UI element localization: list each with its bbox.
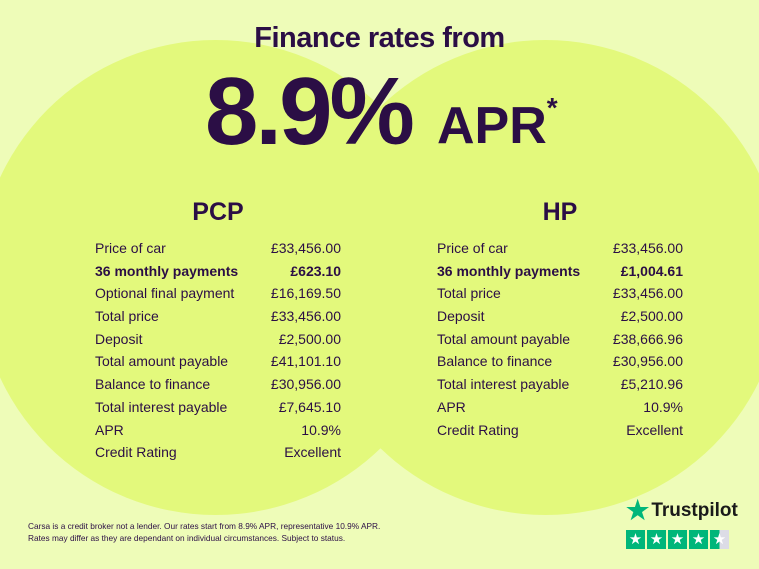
row-label: Credit Rating <box>95 444 177 461</box>
row-label: Price of car <box>437 240 508 256</box>
table-row: Total price £33,456.00 <box>95 305 341 328</box>
row-value: £38,666.96 <box>612 330 683 347</box>
row-value: £41,101.10 <box>270 353 341 370</box>
row-label: Total interest payable <box>95 398 228 415</box>
row-label: Total amount payable <box>437 330 571 347</box>
row-value: £2,500.00 <box>620 308 683 325</box>
row-label: Optional final payment <box>95 285 235 302</box>
apr-label: APR* <box>437 92 558 156</box>
disclaimer-line: Carsa is a credit broker not a lender. O… <box>28 521 381 531</box>
star-icon: ★ <box>710 530 729 549</box>
background-circle-right <box>308 40 759 515</box>
pcp-table: PCP Price of car £33,456.00 36 monthly paym… <box>95 198 341 464</box>
row-label: Total amount payable <box>95 353 229 370</box>
row-value: £2,500.00 <box>278 330 341 347</box>
pcp-title: PCP <box>192 198 244 226</box>
table-row: Credit Rating Excellent <box>437 419 683 442</box>
row-value: £16,169.50 <box>270 285 341 302</box>
table-row: Deposit £2,500.00 <box>437 305 683 328</box>
disclaimer: Carsa is a credit broker not a lender. O… <box>28 520 380 544</box>
row-value: Excellent <box>284 444 341 461</box>
row-label: Total price <box>437 285 501 302</box>
row-label: Total price <box>95 308 159 325</box>
row-label: Balance to finance <box>437 353 553 370</box>
table-row: Optional final payment £16,169.50 <box>95 282 341 305</box>
table-row: Deposit £2,500.00 <box>95 328 341 351</box>
table-row: Total interest payable £5,210.96 <box>437 373 683 396</box>
disclaimer-line: Rates may differ as they are dependant o… <box>28 533 346 543</box>
star-icon: ★ <box>689 530 708 549</box>
trustpilot-badge[interactable]: ★ Trustpilot ★ ★ ★ ★ ★ <box>626 495 738 549</box>
star-icon: ★ <box>626 495 650 525</box>
table-row: Total amount payable £41,101.10 <box>95 350 341 373</box>
table-row: 36 monthly payments £623.10 <box>95 260 341 283</box>
row-value: £1,004.61 <box>620 262 683 279</box>
row-label: APR <box>437 398 466 415</box>
row-label: 36 monthly payments <box>95 262 239 279</box>
asterisk: * <box>546 92 558 123</box>
row-label: Total interest payable <box>437 376 570 393</box>
apr-text: APR <box>437 97 547 155</box>
row-label: Balance to finance <box>95 376 211 393</box>
row-value: £7,645.10 <box>278 398 341 415</box>
row-value: £5,210.96 <box>620 376 683 393</box>
row-label: Deposit <box>437 308 485 325</box>
row-label: Price of car <box>95 240 166 256</box>
trustpilot-name: Trustpilot <box>651 499 738 521</box>
row-value: Excellent <box>626 421 683 438</box>
row-label: Credit Rating <box>437 421 519 438</box>
row-value: £33,456.00 <box>612 240 683 256</box>
row-value: 10.9% <box>301 421 341 438</box>
table-row: Price of car £33,456.00 <box>95 237 341 260</box>
table-row: Credit Rating Excellent <box>95 441 341 464</box>
row-value: £33,456.00 <box>270 240 341 256</box>
row-value: £623.10 <box>290 262 341 279</box>
row-value: £30,956.00 <box>270 376 341 393</box>
table-row: Price of car £33,456.00 <box>437 237 683 260</box>
star-icon: ★ <box>626 530 645 549</box>
table-row: 36 monthly payments £1,004.61 <box>437 260 683 283</box>
row-value: £33,456.00 <box>270 308 341 325</box>
table-row: Balance to finance £30,956.00 <box>95 373 341 396</box>
star-icon: ★ <box>647 530 666 549</box>
table-row: Total interest payable £7,645.10 <box>95 396 341 419</box>
rating-stars: ★ ★ ★ ★ ★ <box>626 530 738 549</box>
row-label: 36 monthly payments <box>437 262 581 279</box>
table-row: Total price £33,456.00 <box>437 282 683 305</box>
row-label: APR <box>95 421 124 438</box>
table-row: APR 10.9% <box>437 396 683 419</box>
star-icon: ★ <box>668 530 687 549</box>
headline: Finance rates from <box>254 22 505 54</box>
table-row: Balance to finance £30,956.00 <box>437 350 683 373</box>
row-value: 10.9% <box>643 398 683 415</box>
hp-title: HP <box>542 198 578 226</box>
rate-value: 8.9% <box>205 58 415 165</box>
row-label: Deposit <box>95 330 143 347</box>
table-row: Total amount payable £38,666.96 <box>437 328 683 351</box>
hp-table: HP Price of car £33,456.00 36 monthly payme… <box>437 198 683 441</box>
table-row: APR 10.9% <box>95 419 341 442</box>
row-value: £30,956.00 <box>612 353 683 370</box>
row-value: £33,456.00 <box>612 285 683 302</box>
